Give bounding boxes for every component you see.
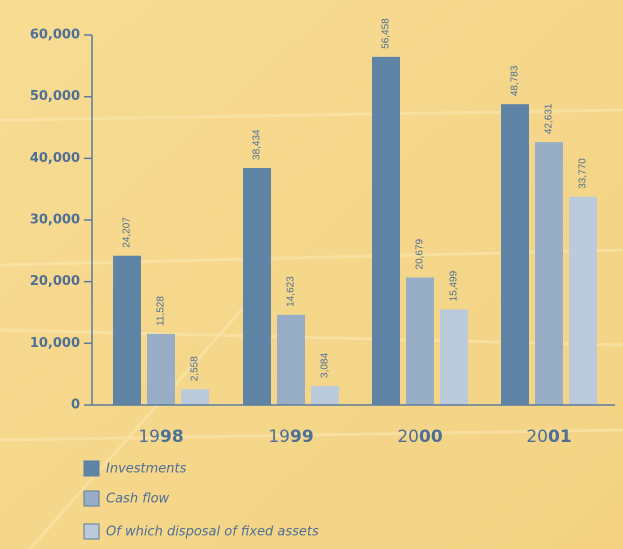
legend-label: Of which disposal of fixed assets (106, 525, 319, 540)
value-label: 33,770 (578, 158, 589, 189)
value-label: 24,207 (122, 217, 133, 248)
legend-label: Investments (106, 462, 187, 477)
bar (501, 104, 529, 405)
y-tick-label: 40,000 (30, 151, 80, 166)
legend-swatch (83, 523, 100, 540)
x-tick-label: 2001 (526, 427, 571, 447)
bar (440, 309, 468, 405)
x-tick-label: 1998 (138, 427, 183, 447)
y-tick-label: 30,000 (30, 213, 80, 228)
value-label: 48,783 (510, 65, 521, 96)
y-tick-label: 20,000 (30, 274, 80, 289)
value-label: 14,623 (286, 276, 297, 307)
value-label: 11,528 (156, 296, 167, 326)
value-label: 56,458 (381, 18, 392, 49)
value-label: 15,499 (449, 270, 460, 301)
y-tick-label: 50,000 (30, 89, 80, 104)
bar (569, 196, 597, 405)
bar (243, 167, 271, 405)
bar (372, 56, 400, 405)
x-tick-label: 1999 (268, 427, 313, 447)
y-tick-label: 10,000 (30, 336, 80, 351)
bar (311, 385, 339, 405)
x-tick-label: 2000 (397, 427, 442, 447)
value-label: 3,084 (320, 353, 331, 378)
bar (406, 277, 434, 405)
bar (181, 389, 209, 405)
bar (277, 314, 305, 405)
value-label: 38,434 (252, 129, 263, 160)
bar (535, 142, 563, 405)
legend-swatch (83, 460, 100, 477)
value-label: 2,558 (190, 356, 201, 381)
legend-swatch (83, 490, 100, 507)
bar (147, 333, 175, 405)
legend-label: Cash flow (106, 492, 170, 507)
value-label: 20,679 (415, 238, 426, 269)
bar (113, 255, 141, 405)
value-label: 42,631 (544, 103, 555, 134)
y-tick-label: 0 (71, 398, 80, 413)
y-tick-label: 60,000 (30, 28, 80, 43)
